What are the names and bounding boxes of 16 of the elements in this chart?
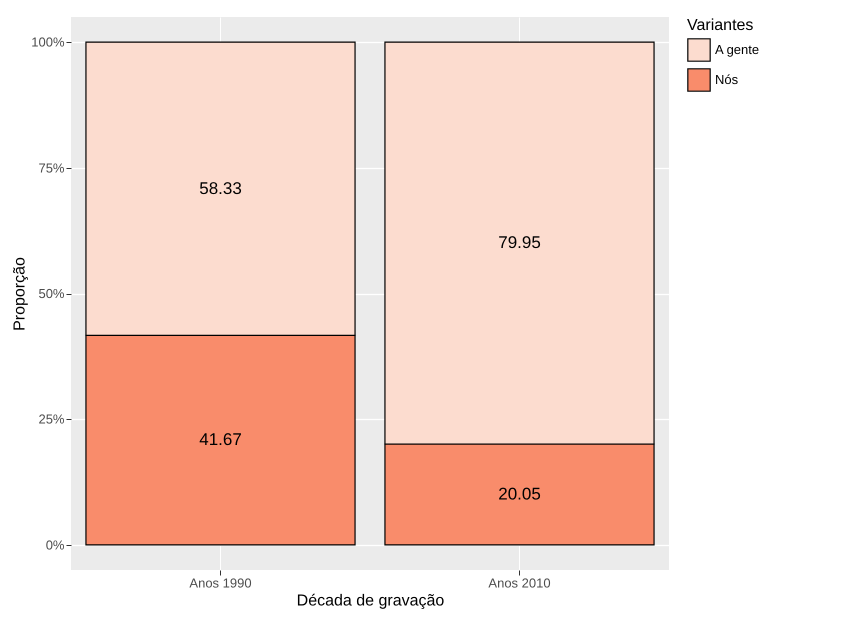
y-tick-label: 25% [38,412,65,427]
data-label: 20.05 [498,484,541,504]
y-tick-label: 0% [46,537,65,552]
y-tick-label: 75% [38,160,65,176]
x-tick-label: Anos 2010 [488,576,551,590]
data-label: 79.95 [498,233,541,252]
data-label: 41.67 [199,430,242,450]
y-axis-title: Proporção [11,256,28,331]
legend-title: Variantes [687,17,754,34]
legend-label: A gente [715,42,760,57]
x-tick-label: Anos 1990 [189,576,252,590]
data-label: 58.33 [199,178,242,198]
y-tick-label: 100% [31,34,65,50]
y-tick-label: 50% [38,286,65,301]
x-axis-title: Década de gravação [296,592,444,610]
legend-label: Nós [715,72,739,87]
